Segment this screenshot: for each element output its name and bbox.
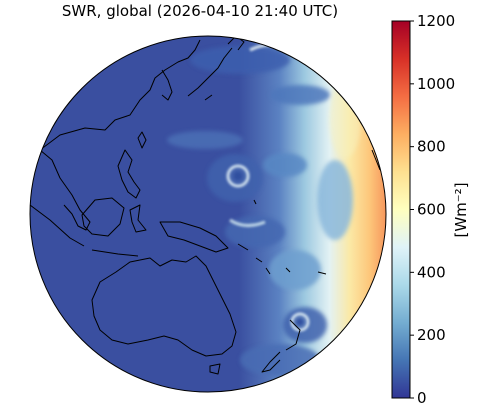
colorbar-gradient (391, 20, 411, 399)
map-title: SWR, global (2026-04-10 21:40 UTC) (61, 2, 339, 20)
colorbar-tick-label: 800 (417, 138, 446, 156)
globe-svg (29, 35, 387, 393)
colorbar: 0 200 400 600 800 1000 1200 [Wm⁻²] (360, 0, 480, 414)
colorbar-tick-label: 0 (417, 389, 427, 407)
colorbar-label: [Wm⁻²] (452, 182, 470, 237)
colorbar-tick-label: 1200 (417, 12, 455, 30)
colorbar-tick-label: 400 (417, 263, 446, 281)
colorbar-svg: 0 200 400 600 800 1000 1200 [Wm⁻²] (391, 12, 470, 407)
colorbar-tick-label: 600 (417, 201, 446, 219)
colorbar-tick-label: 200 (417, 326, 446, 344)
colorbar-tick-label: 1000 (417, 75, 455, 93)
globe-outline (29, 35, 387, 393)
globe-map (29, 35, 387, 393)
